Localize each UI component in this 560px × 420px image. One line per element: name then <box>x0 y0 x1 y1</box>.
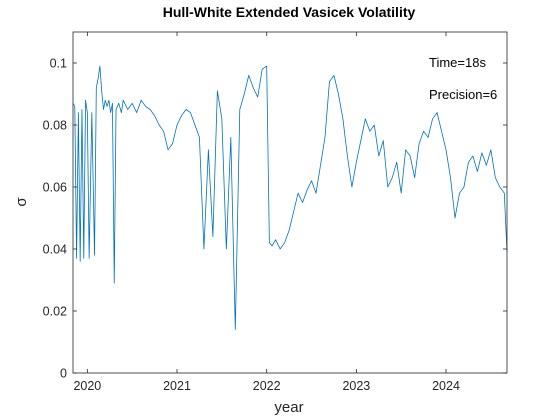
x-axis: 2020 2021 2022 2023 2024 <box>73 32 460 393</box>
x-tick-label: 2024 <box>432 379 460 393</box>
y-tick-label: 0 <box>60 367 67 381</box>
x-tick-label: 2022 <box>253 379 281 393</box>
y-axis: 0 0.02 0.04 0.06 0.08 0.1 <box>43 57 507 381</box>
x-tick-label: 2020 <box>73 379 101 393</box>
annotation-time: Time=18s <box>429 55 486 70</box>
plot-frame <box>72 31 508 374</box>
y-axis-label: σ <box>13 197 30 207</box>
y-tick-label: 0.1 <box>50 57 67 71</box>
chart-title: Hull-White Extended Vasicek Volatility <box>163 4 416 20</box>
series-line <box>72 65 508 331</box>
annotation-precision: Precision=6 <box>429 87 497 102</box>
y-tick-label: 0.04 <box>43 243 67 257</box>
x-axis-label: year <box>274 399 303 416</box>
y-tick-label: 0.08 <box>43 119 67 133</box>
x-tick-label: 2021 <box>163 379 191 393</box>
y-tick-label: 0.06 <box>43 181 67 195</box>
y-tick-label: 0.02 <box>43 305 67 319</box>
plot-area <box>72 65 508 331</box>
x-tick-label: 2023 <box>342 379 370 393</box>
